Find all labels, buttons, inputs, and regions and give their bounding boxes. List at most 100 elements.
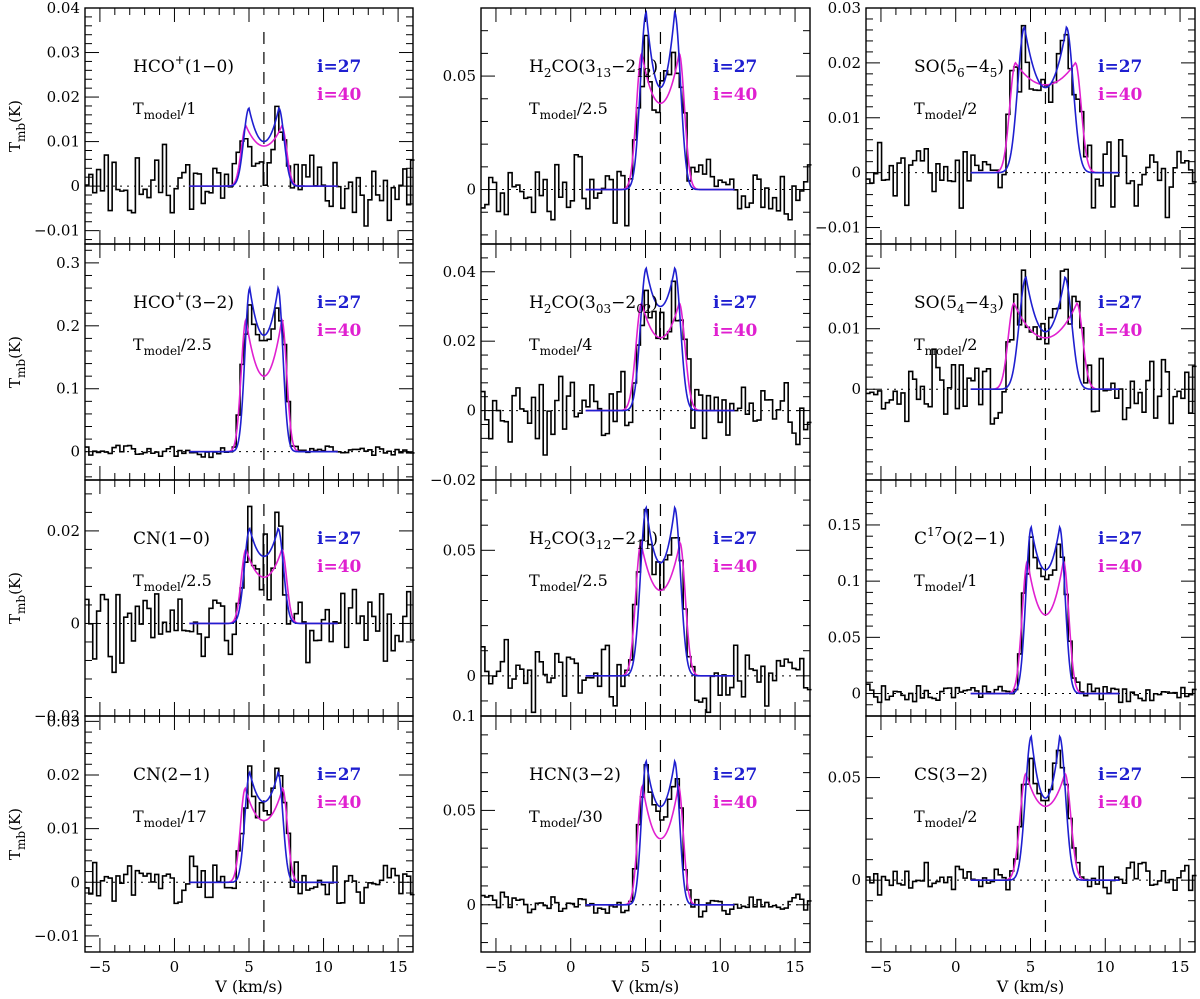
legend-i27: i=27 — [1098, 529, 1142, 549]
observed-spectrum — [85, 505, 415, 674]
x-tick-label: 15 — [785, 958, 804, 976]
legend-i27: i=27 — [713, 529, 757, 549]
model-i27-curve — [189, 770, 338, 884]
x-tick-label: 5 — [641, 958, 651, 976]
panel-cs32: −5 0 5 10 15 0 0.05 CS(3−2) Tmodel/2 i=27 i=40 V (k… — [828, 715, 1197, 996]
panel-frame — [865, 479, 1196, 717]
panel-cn10: −0.02 0 0.02 CN(1−0) Tmodel/2.5 i=27 i=40 Tmb(K… — [6, 479, 415, 725]
panel-frame — [480, 7, 811, 245]
y-tick-label: 0.02 — [828, 259, 861, 277]
legend-i40: i=40 — [713, 85, 758, 105]
x-tick-label: 0 — [566, 958, 576, 976]
legend-i40: i=40 — [317, 321, 362, 341]
x-tick-label: 0 — [951, 958, 961, 976]
y-tick-label: 0 — [70, 443, 80, 461]
model-scale-label: Tmodel/1 — [133, 99, 196, 122]
y-tick-label: 0 — [851, 871, 861, 889]
panel-title: CN(1−0) — [133, 529, 210, 549]
y-tick-label: −0.02 — [34, 707, 80, 725]
panel-frame — [865, 7, 1196, 245]
panel-frame — [84, 479, 414, 717]
model-scale-label: Tmodel/2 — [914, 99, 977, 122]
observed-spectrum — [866, 536, 1197, 704]
model-scale-label: Tmodel/30 — [529, 807, 603, 830]
y-tick-label: 0.02 — [828, 54, 861, 72]
panel-h2co303: −0.02 0 0.02 0.04 H2CO(303−202) Tmodel/4 i=27 i… — [430, 243, 812, 489]
x-tick-label: 10 — [314, 958, 333, 976]
panel-title: HCN(3−2) — [529, 765, 621, 785]
y-tick-label: 0 — [70, 177, 80, 195]
y-tick-label: 0.05 — [443, 801, 476, 819]
legend-i40: i=40 — [1098, 85, 1143, 105]
y-axis-label: Tmb(K) — [6, 100, 28, 152]
x-tick-label: 10 — [711, 958, 730, 976]
legend-i27: i=27 — [1098, 57, 1142, 77]
observed-spectrum — [866, 749, 1197, 896]
legend-i27: i=27 — [713, 57, 757, 77]
y-tick-label: 0.03 — [47, 712, 80, 730]
model-i27-curve — [585, 505, 735, 677]
y-tick-label: 0.02 — [443, 332, 476, 350]
y-tick-label: 0.3 — [56, 254, 80, 272]
y-tick-label: 0 — [851, 164, 861, 182]
model-i27-curve — [970, 275, 1120, 391]
model-i27-curve — [970, 734, 1120, 881]
panel-frame — [84, 243, 414, 481]
legend-i27: i=27 — [713, 765, 757, 785]
y-tick-label: 0 — [851, 380, 861, 398]
model-scale-label: Tmodel/2.5 — [529, 99, 608, 122]
panel-frame — [480, 243, 811, 481]
y-tick-label: 0.02 — [47, 88, 80, 106]
panel-title: H2CO(303−202) — [529, 293, 658, 316]
y-tick-label: 0.1 — [837, 572, 861, 590]
legend-i27: i=27 — [317, 293, 361, 313]
model-scale-label: Tmodel/17 — [133, 807, 207, 830]
y-tick-label: 0 — [466, 181, 476, 199]
panel-cn21: −5 0 5 10 15 −0.01 0 0.01 0.02 0.03 CN(2−1) Tmodel/… — [6, 712, 415, 996]
panel-hco32: 0 0.1 0.2 0.3 HCO+(3−2) Tmodel/2.5 i=27 i=40 Tmb… — [6, 243, 415, 481]
x-tick-label: −5 — [870, 958, 892, 976]
x-tick-label: −5 — [89, 958, 111, 976]
legend-i40: i=40 — [1098, 321, 1143, 341]
legend-i27: i=27 — [317, 57, 361, 77]
y-tick-label: −0.01 — [34, 927, 80, 945]
legend-i27: i=27 — [713, 293, 757, 313]
panel-c17o21: 0 0.05 0.1 0.15 C17O(2−1) Tmodel/1 i=27 i=40 — [828, 479, 1197, 717]
panel-title: HCO+(1−0) — [133, 53, 234, 77]
y-tick-label: −0.01 — [34, 222, 80, 240]
y-tick-label: 0.01 — [828, 320, 861, 338]
model-i27-curve — [585, 758, 735, 906]
x-axis-label: V (km/s) — [214, 977, 283, 996]
observed-spectrum — [481, 764, 812, 918]
model-scale-label: Tmodel/2.5 — [133, 335, 212, 358]
panel-so5443: 0 0.01 0.02 SO(54−43) Tmodel/2 i=27 i=40 — [828, 243, 1197, 481]
x-tick-label: 15 — [1170, 958, 1189, 976]
y-tick-label: −0.01 — [815, 219, 861, 237]
y-tick-label: 0.02 — [47, 766, 80, 784]
y-axis-label: Tmb(K) — [6, 336, 28, 388]
y-tick-label: 0.1 — [56, 380, 80, 398]
y-tick-label: 0.15 — [828, 516, 861, 534]
y-tick-label: 0 — [70, 873, 80, 891]
observed-spectrum — [85, 304, 415, 459]
y-tick-label: 0 — [70, 614, 80, 632]
y-tick-label: 0 — [466, 896, 476, 914]
legend-i40: i=40 — [1098, 557, 1143, 577]
panel-title: CN(2−1) — [133, 765, 210, 785]
x-tick-label: 5 — [244, 958, 254, 976]
y-tick-label: 0.05 — [443, 541, 476, 559]
panel-title: C17O(2−1) — [914, 525, 1005, 549]
y-tick-label: 0.05 — [443, 67, 476, 85]
model-scale-label: Tmodel/2 — [914, 335, 977, 358]
panel-frame — [480, 715, 811, 953]
panel-frame — [865, 715, 1196, 953]
model-i27-curve — [189, 526, 338, 625]
panel-title: CS(3−2) — [914, 765, 988, 785]
model-scale-label: Tmodel/2.5 — [529, 571, 608, 594]
legend-i40: i=40 — [317, 793, 362, 813]
legend-i27: i=27 — [317, 765, 361, 785]
panel-h2co313: 0 0.05 H2CO(313−212) Tmodel/2.5 i=27 i=40 — [443, 7, 812, 245]
x-axis-label: V (km/s) — [611, 977, 680, 996]
y-tick-label: 0.05 — [828, 628, 861, 646]
